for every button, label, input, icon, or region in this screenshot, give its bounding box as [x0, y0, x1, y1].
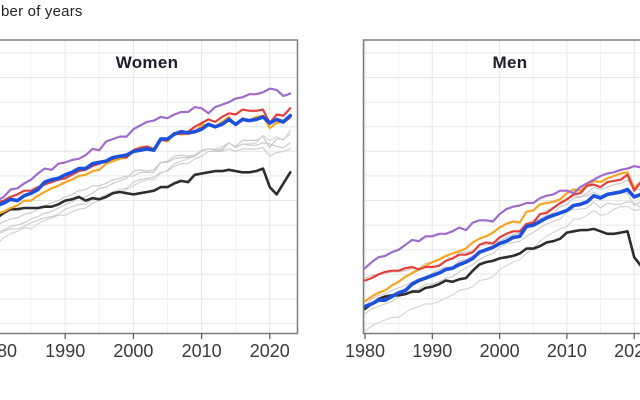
series-black-line	[363, 227, 640, 311]
series-orange-line	[0, 114, 292, 215]
series-gray-line-1	[0, 142, 291, 233]
x-axis-tick-label: 1990	[412, 341, 452, 361]
panel-men	[363, 40, 640, 334]
x-axis-tick-label: 2010	[182, 341, 222, 361]
x-axis-tick-label: 2020	[250, 341, 290, 361]
panel-women	[0, 40, 298, 334]
x-axis-tick-label: 1980	[0, 341, 17, 361]
x-axis-tick-label: 2020	[614, 341, 640, 361]
series-blue-thick-line	[0, 113, 293, 207]
series-orange-line	[363, 171, 640, 303]
series-red-line	[363, 173, 640, 282]
x-axis-tick-label: 1990	[45, 341, 85, 361]
panel-border	[0, 39, 299, 335]
x-axis-tick-label: 2000	[480, 341, 520, 361]
series-black-line	[0, 167, 292, 218]
x-axis-tick-label: 2010	[547, 341, 587, 361]
series-gray-line-4	[364, 206, 640, 332]
x-axis-tick-label: 1980	[345, 341, 385, 361]
series-gray-line-3	[0, 133, 291, 225]
series-gray-line-2	[364, 201, 640, 315]
series-gray-line-2	[0, 147, 291, 234]
x-axis-tick-label: 2000	[113, 341, 153, 361]
facet-label-women: Women	[115, 53, 179, 72]
series-purple-line	[363, 165, 640, 270]
series-blue-thick-line	[363, 187, 640, 309]
series-red-line	[0, 107, 292, 204]
facet-label-men: Men	[492, 53, 528, 72]
series-purple-line	[0, 87, 292, 201]
panel-border	[362, 39, 640, 335]
chart-title: ber of years	[1, 3, 83, 20]
series-gray-line-4	[0, 129, 291, 243]
